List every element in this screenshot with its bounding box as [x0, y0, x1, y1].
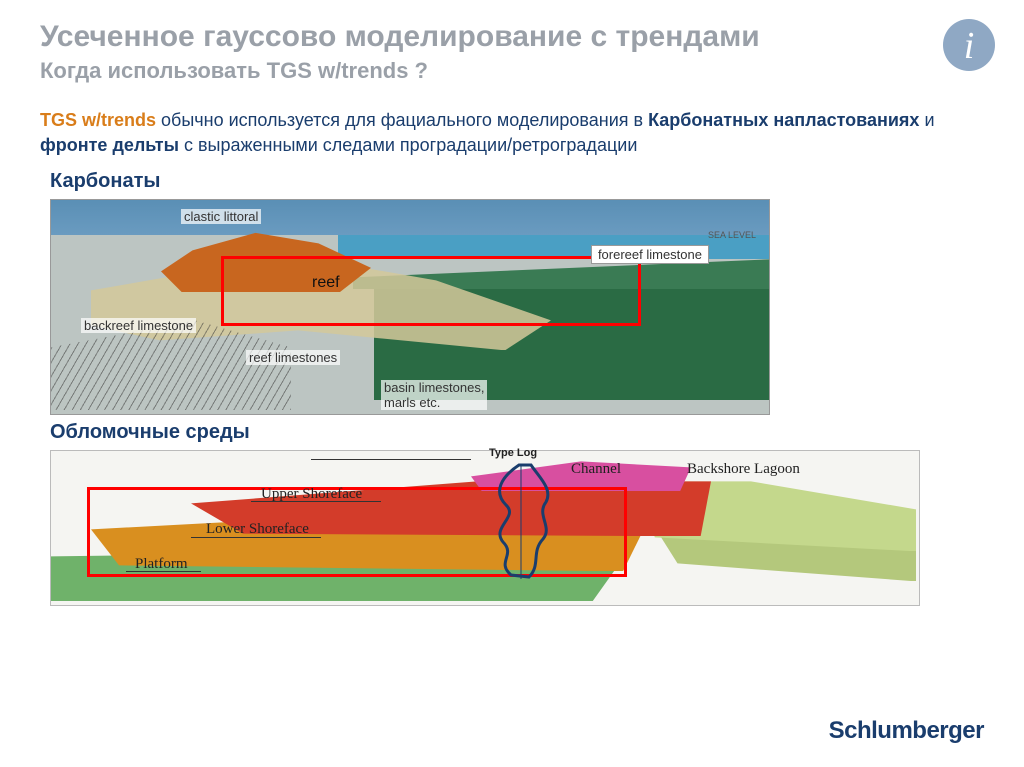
desc-bold2: фронте дельты: [40, 135, 179, 155]
label-backshore: Backshore Lagoon: [687, 461, 800, 478]
corner-info-icon: i: [942, 18, 996, 72]
label-clastic: clastic littoral: [181, 209, 261, 224]
slide-container: i Усеченное гауссово моделирование с тре…: [0, 0, 1024, 767]
desc-highlight: TGS w/trends: [40, 110, 156, 130]
carbonate-diagram: SEA LEVEL clastic littoral forereef lime…: [50, 199, 770, 415]
desc-text1: обычно используется для фациального моде…: [156, 110, 648, 130]
desc-text3: с выраженными следами проградации/ретрог…: [179, 135, 637, 155]
label-upper-shoreface: Upper Shoreface: [261, 486, 362, 503]
label-sea-level: SEA LEVEL: [705, 230, 759, 240]
label-lower-shoreface: Lower Shoreface: [206, 521, 309, 538]
svg-text:i: i: [964, 25, 975, 67]
slide-subtitle: Когда использовать TGS w/trends ?: [40, 58, 984, 84]
label-type-log: Type Log: [489, 447, 537, 459]
schlumberger-logo: Schlumberger: [829, 717, 984, 745]
label-reef-limestones: reef limestones: [246, 350, 340, 365]
section-title-clastic: Обломочные среды: [50, 421, 984, 444]
carbonate-highlight-box: [221, 256, 641, 326]
label-backreef: backreef limestone: [81, 318, 196, 333]
clastic-diagram: Type Log Channel Backshore Lagoon Upper …: [50, 450, 920, 606]
sky-layer: [51, 200, 769, 235]
slide-title: Усеченное гауссово моделирование с тренд…: [40, 20, 984, 54]
label-platform: Platform: [135, 556, 188, 573]
basement-hatch: [51, 320, 291, 410]
type-log-curve: [481, 457, 571, 587]
label-channel: Channel: [571, 461, 621, 478]
description-text: TGS w/trends обычно используется для фац…: [40, 108, 984, 158]
label-reef: reef: [309, 274, 343, 292]
desc-bold1: Карбонатных напластованиях: [648, 110, 919, 130]
guide-line-1: [311, 459, 471, 460]
section-title-carbonates: Карбонаты: [50, 170, 984, 193]
label-basin: basin limestones, marls etc.: [381, 380, 487, 410]
desc-text2: и: [919, 110, 934, 130]
label-forereef: forereef limestone: [591, 245, 709, 264]
